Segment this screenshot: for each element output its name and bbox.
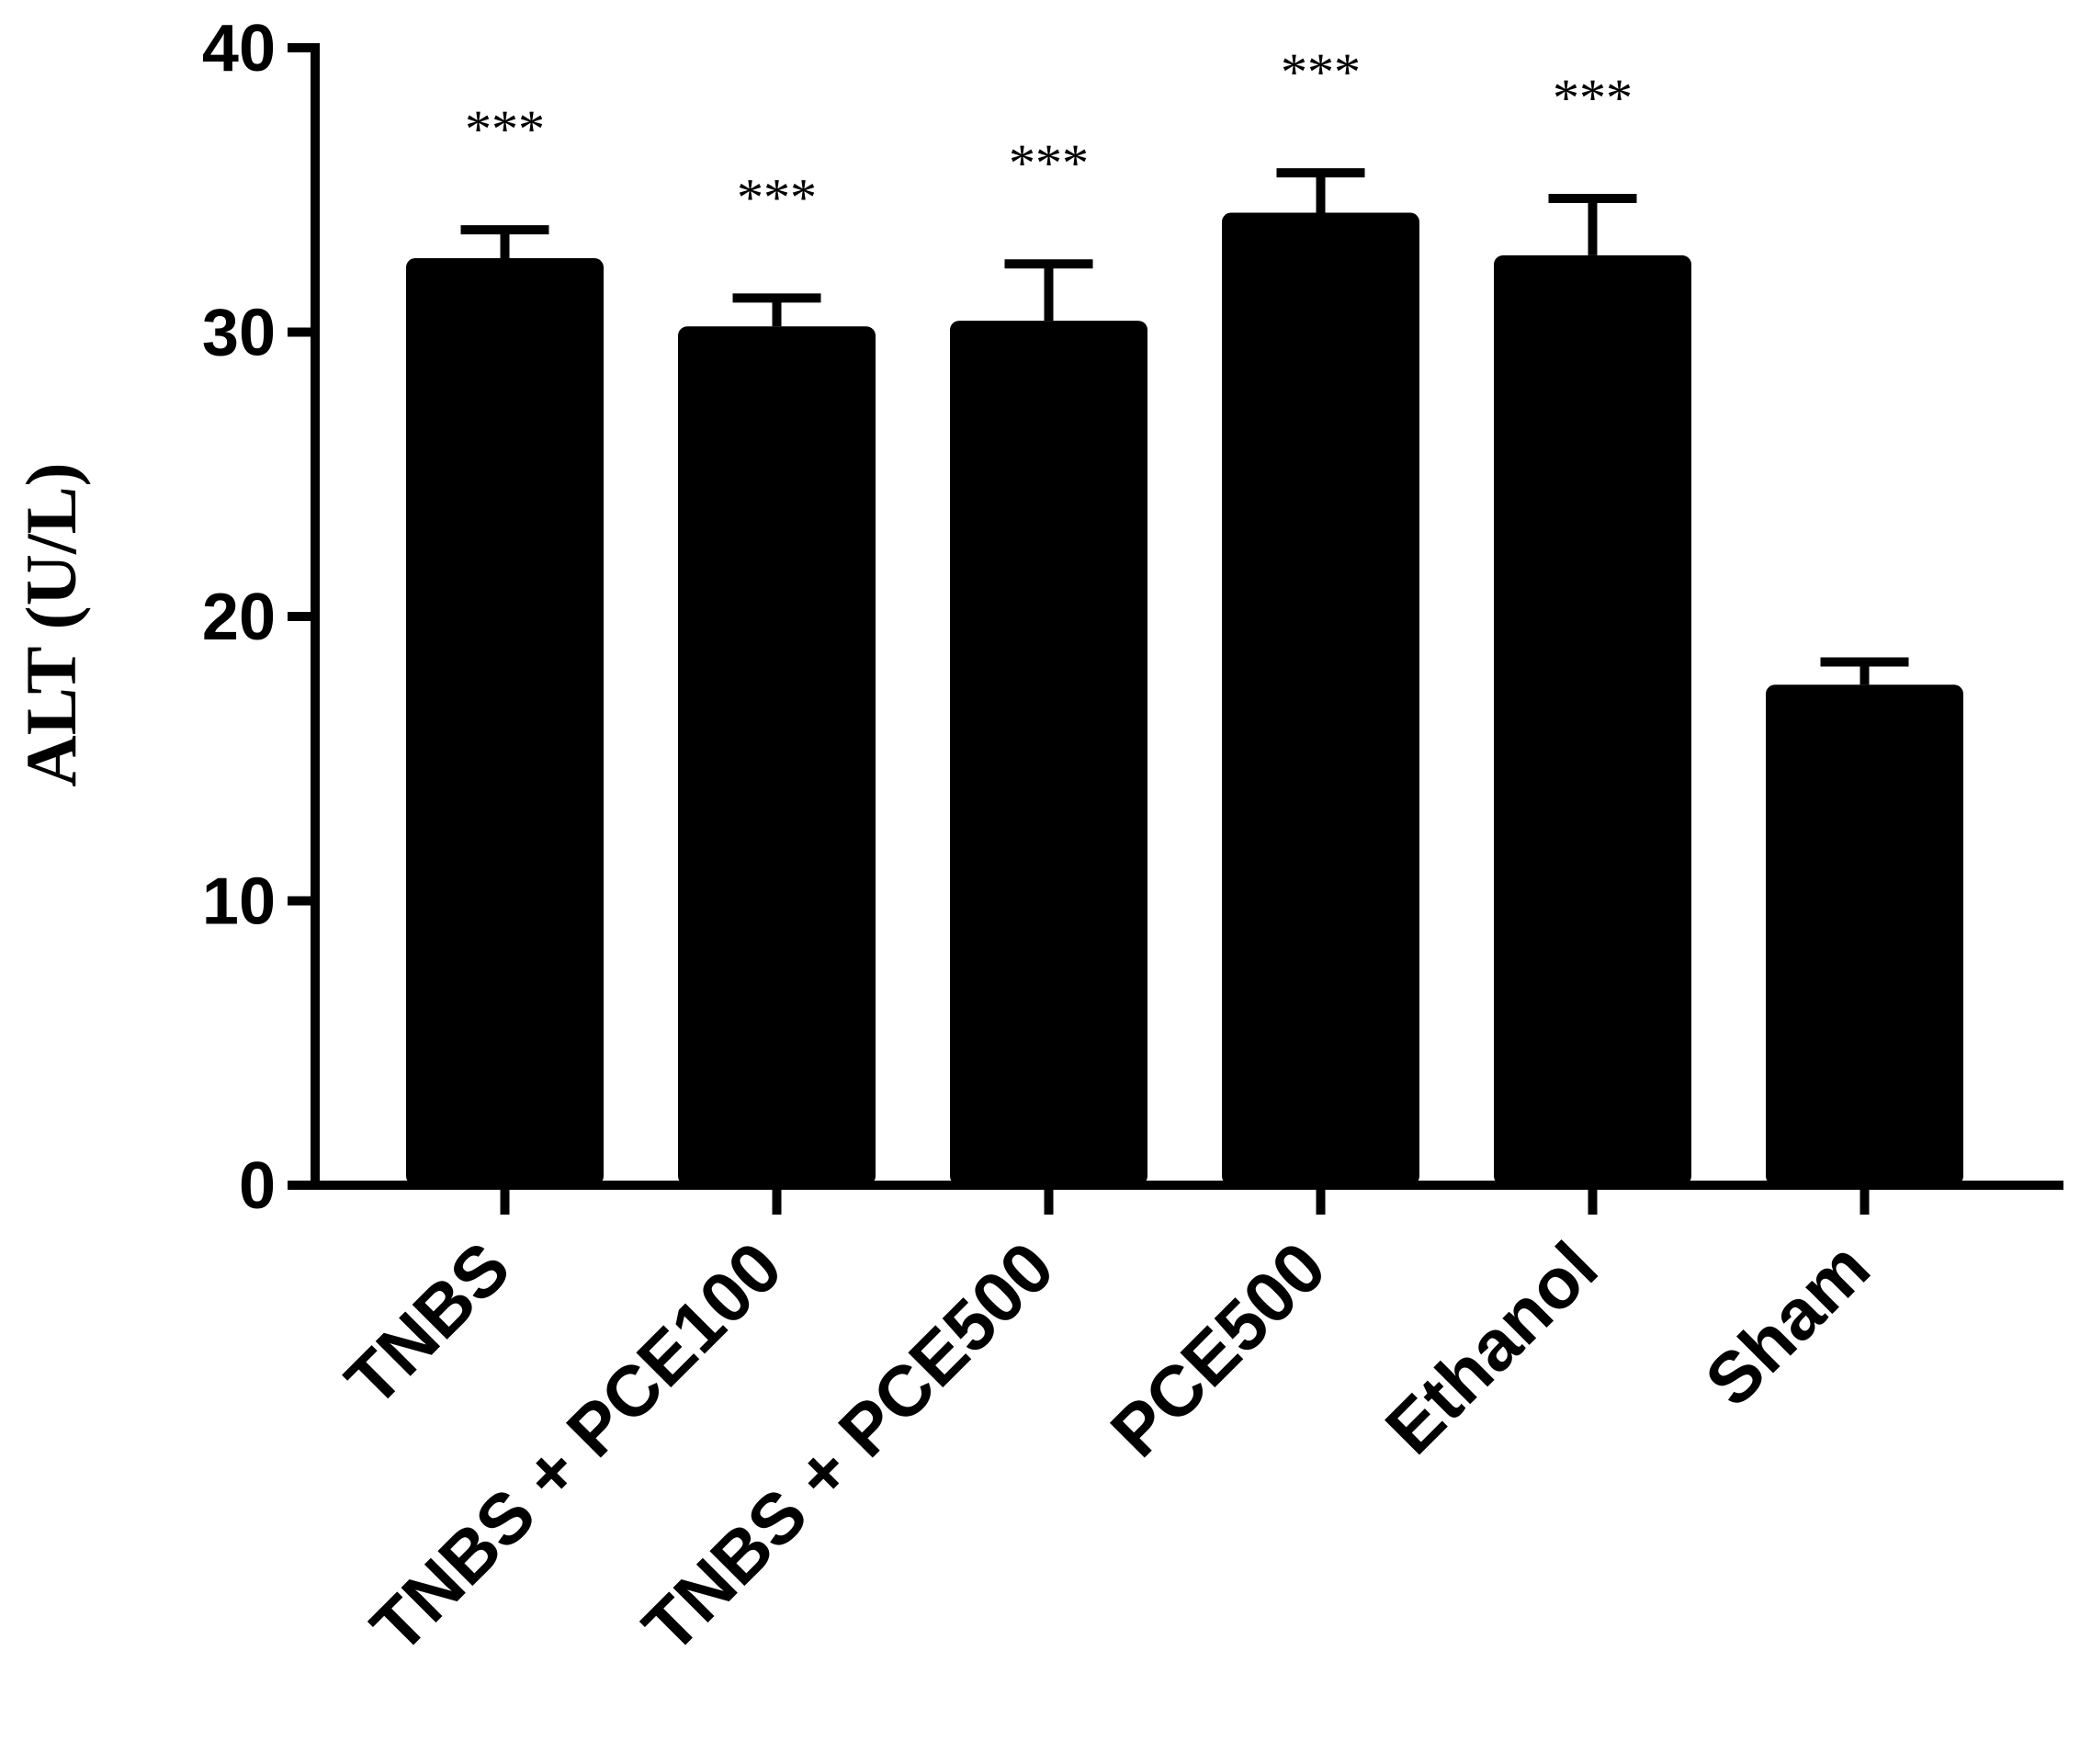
y-tick-label: 0 [239,1149,276,1223]
bar [1222,212,1419,1185]
bar [1494,254,1691,1185]
bars-group [406,168,1963,1185]
significance-label: *** [465,99,545,159]
x-tick-label: Sham [1690,1227,1884,1421]
axes-group [288,43,2063,1215]
bar [406,258,604,1185]
y-tick-label: 20 [202,581,276,654]
y-tick-label: 30 [202,297,276,370]
significance-label: *** [737,167,817,227]
x-tick-label: Ethanol [1370,1227,1612,1469]
significance-label: *** [1553,68,1633,128]
y-axis-label: ALT (U/L) [11,462,91,786]
y-tick-label: 40 [202,12,276,85]
y-tick-label: 10 [202,865,276,939]
bar [678,326,876,1185]
x-tick-label: TNBS [330,1227,525,1421]
significance-label: *** [1009,133,1089,193]
bar [1766,684,1963,1185]
x-tick-label: PCE500 [1095,1227,1341,1473]
significance-label: *** [1281,42,1361,102]
bar [950,321,1147,1185]
